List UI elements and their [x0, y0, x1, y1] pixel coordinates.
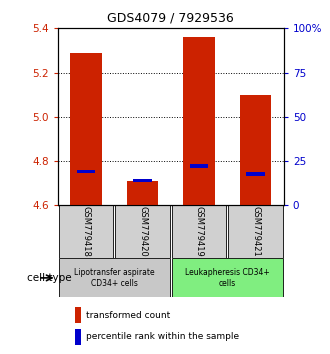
- Text: percentile rank within the sample: percentile rank within the sample: [86, 332, 239, 341]
- Bar: [127, 181, 158, 205]
- Text: GSM779420: GSM779420: [138, 206, 147, 257]
- Bar: [190, 164, 208, 168]
- Bar: [71, 53, 102, 205]
- Bar: [240, 95, 271, 205]
- Bar: [77, 170, 95, 173]
- Bar: [183, 37, 214, 205]
- Text: GSM779419: GSM779419: [194, 206, 204, 257]
- Text: GSM779418: GSM779418: [82, 206, 90, 257]
- Title: GDS4079 / 7929536: GDS4079 / 7929536: [107, 11, 234, 24]
- Text: Lipotransfer aspirate
CD34+ cells: Lipotransfer aspirate CD34+ cells: [74, 268, 154, 287]
- Bar: [75, 329, 82, 344]
- Text: GSM779421: GSM779421: [251, 206, 260, 257]
- Bar: [172, 258, 283, 297]
- Bar: [75, 307, 82, 323]
- Bar: [59, 205, 113, 258]
- Text: transformed count: transformed count: [86, 311, 170, 320]
- Bar: [172, 205, 226, 258]
- Bar: [133, 178, 152, 182]
- Text: cell type: cell type: [27, 273, 71, 283]
- Text: Leukapheresis CD34+
cells: Leukapheresis CD34+ cells: [185, 268, 270, 287]
- Bar: [246, 172, 265, 176]
- Bar: [115, 205, 170, 258]
- Bar: [59, 258, 170, 297]
- Bar: [228, 205, 283, 258]
